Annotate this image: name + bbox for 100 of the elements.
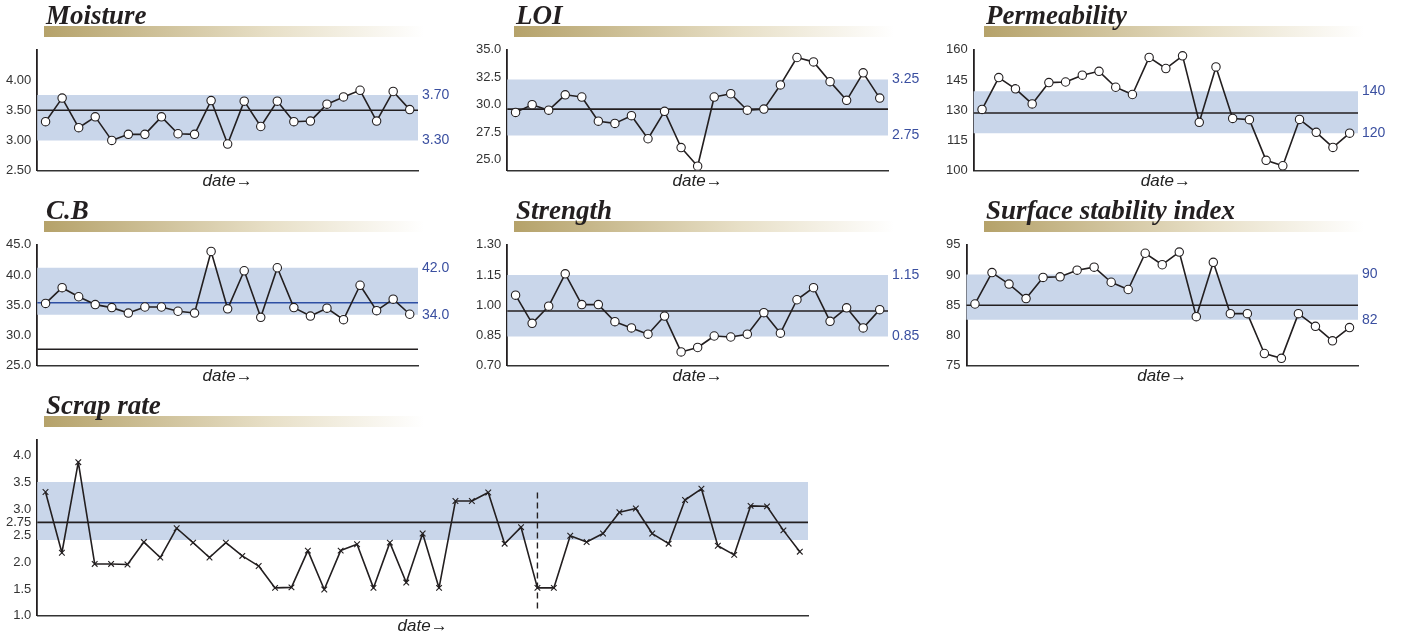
point xyxy=(272,263,283,273)
point xyxy=(1038,272,1048,283)
point xyxy=(57,93,67,103)
point xyxy=(355,280,365,291)
y-tick-label: 45.0 xyxy=(5,236,32,252)
point xyxy=(610,118,620,129)
point xyxy=(1004,279,1014,289)
point xyxy=(1089,262,1099,272)
point xyxy=(289,302,299,313)
point xyxy=(73,122,84,133)
point xyxy=(742,105,753,115)
point xyxy=(239,266,249,276)
point xyxy=(402,579,410,586)
point xyxy=(1077,70,1088,80)
y-tick-label: 3.0 xyxy=(13,500,32,516)
point xyxy=(1278,161,1288,171)
chart-title: Strength xyxy=(516,195,613,226)
point xyxy=(1027,99,1037,109)
point xyxy=(371,116,382,126)
text: 3.25 xyxy=(892,70,920,87)
point xyxy=(1140,248,1150,259)
text: 42.0 xyxy=(422,258,450,275)
point xyxy=(1123,284,1133,295)
point xyxy=(42,488,49,496)
text: 90 xyxy=(1362,265,1378,282)
text: 34.0 xyxy=(422,305,450,322)
y-tick-label: 40.0 xyxy=(5,266,32,282)
point xyxy=(1327,336,1338,346)
point xyxy=(338,314,349,325)
chart-title: Scrap rate xyxy=(46,390,161,421)
point xyxy=(742,329,753,339)
point xyxy=(468,497,476,505)
point xyxy=(305,311,316,321)
point xyxy=(510,290,521,300)
point xyxy=(763,503,771,510)
point xyxy=(841,303,852,313)
y-tick-label: 30.0 xyxy=(475,96,502,112)
text: 82 xyxy=(1362,310,1378,327)
point xyxy=(91,560,99,568)
text: 0.85 xyxy=(892,327,920,344)
point xyxy=(370,584,377,592)
point xyxy=(140,302,150,312)
point xyxy=(583,538,591,546)
point xyxy=(40,116,51,127)
point xyxy=(527,99,537,110)
point xyxy=(322,99,332,109)
point xyxy=(1242,308,1253,319)
point xyxy=(874,93,885,103)
point xyxy=(632,505,640,512)
point xyxy=(1177,51,1188,61)
point xyxy=(107,302,117,313)
point xyxy=(90,299,100,310)
point xyxy=(1293,308,1304,319)
point xyxy=(676,347,686,357)
point xyxy=(238,552,246,560)
point xyxy=(577,92,587,102)
point xyxy=(970,299,980,309)
point xyxy=(288,583,295,591)
point xyxy=(255,562,263,570)
point xyxy=(289,116,299,127)
point xyxy=(272,96,283,106)
point xyxy=(206,246,216,257)
point xyxy=(593,299,604,310)
point xyxy=(304,547,312,554)
point xyxy=(560,90,570,100)
chart-title: Surface stability index xyxy=(986,195,1235,226)
point xyxy=(643,134,653,144)
point xyxy=(484,489,492,496)
chart-title: Permeability xyxy=(986,0,1127,31)
point xyxy=(189,129,200,140)
point xyxy=(1211,62,1221,72)
point xyxy=(1106,277,1116,287)
point xyxy=(517,523,525,531)
y-tick-label: 80 xyxy=(945,326,961,342)
point xyxy=(305,116,316,126)
point xyxy=(1072,265,1082,275)
y-tick-label: 25.0 xyxy=(5,357,32,373)
point xyxy=(560,269,570,279)
point xyxy=(107,135,117,146)
point xyxy=(759,307,769,318)
y-tick-label: 0.70 xyxy=(475,357,502,373)
text: 3.70 xyxy=(422,85,450,102)
point xyxy=(858,68,868,78)
y-tick-label: 3.50 xyxy=(5,101,32,117)
point xyxy=(1174,247,1184,257)
y-tick-label: 85 xyxy=(945,296,961,312)
point xyxy=(616,508,623,516)
point xyxy=(726,332,736,342)
point xyxy=(874,304,885,315)
point xyxy=(543,301,554,311)
y-tick-label: 1.00 xyxy=(475,296,502,312)
point xyxy=(90,112,100,122)
point xyxy=(698,485,705,493)
y-tick-label: 1.30 xyxy=(475,236,502,252)
point xyxy=(792,52,802,63)
point xyxy=(1208,257,1219,268)
point xyxy=(388,294,398,304)
chart-title: LOI xyxy=(516,0,563,31)
point xyxy=(510,107,521,118)
point xyxy=(189,308,200,318)
